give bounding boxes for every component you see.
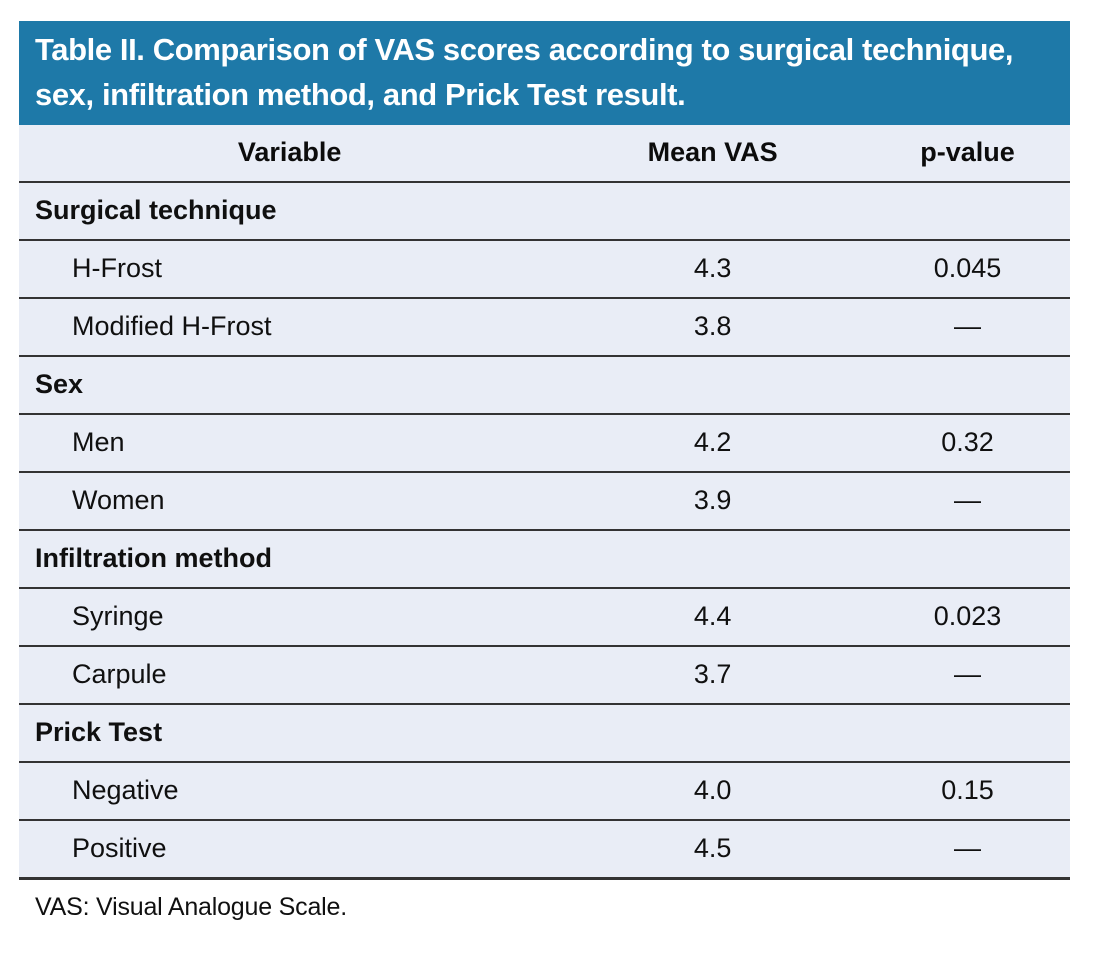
section-header-row: Infiltration method [19,529,1070,589]
p-value-cell: 0.023 [865,587,1070,647]
mean-vas-cell: 4.0 [560,761,866,821]
table-row: Men 4.2 0.32 [19,413,1070,473]
table-row: H-Frost 4.3 0.045 [19,239,1070,299]
mean-vas-cell: 3.9 [560,471,866,531]
p-value-cell: — [865,471,1070,531]
table-figure: Table II. Comparison of VAS scores accor… [19,21,1070,922]
mean-vas-cell: 4.2 [560,413,866,473]
column-header-p-value: p-value [865,124,1070,183]
p-value-cell: 0.045 [865,239,1070,299]
variable-cell: Men [19,413,561,473]
section-header-row: Prick Test [19,703,1070,763]
section-label: Sex [19,355,1070,415]
p-value-cell: — [865,297,1070,357]
mean-vas-cell: 3.8 [560,297,866,357]
variable-cell: Positive [19,819,561,880]
column-header-row: Variable Mean VAS p-value [19,124,1070,183]
section-header-row: Sex [19,355,1070,415]
mean-vas-cell: 4.5 [560,819,866,880]
table-title: Table II. Comparison of VAS scores accor… [19,21,1070,125]
section-label: Surgical technique [19,181,1070,241]
section-header-row: Surgical technique [19,181,1070,241]
table-row: Carpule 3.7— [19,645,1070,705]
table-row: Modified H-Frost 3.8— [19,297,1070,357]
mean-vas-cell: 4.3 [560,239,866,299]
variable-cell: Syringe [19,587,561,647]
table-row: Syringe 4.4 0.023 [19,587,1070,647]
p-value-cell: — [865,819,1070,880]
table-row: Negative 4.0 0.15 [19,761,1070,821]
variable-cell: Women [19,471,561,531]
section-label: Prick Test [19,703,1070,763]
table-row: Positive 4.5— [19,819,1070,880]
table-footnote: VAS: Visual Analogue Scale. [35,892,347,921]
variable-cell: Carpule [19,645,561,705]
vas-comparison-table: Variable Mean VAS p-value Surgical techn… [19,124,1070,880]
column-header-mean-vas: Mean VAS [560,124,866,183]
column-header-variable: Variable [19,124,561,183]
table-body: Surgical technique H-Frost 4.3 0.045 Modifie… [19,181,1070,880]
p-value-cell: — [865,645,1070,705]
p-value-cell: 0.32 [865,413,1070,473]
mean-vas-cell: 4.4 [560,587,866,647]
variable-cell: Modified H-Frost [19,297,561,357]
mean-vas-cell: 3.7 [560,645,866,705]
table-row: Women 3.9— [19,471,1070,531]
variable-cell: H-Frost [19,239,561,299]
p-value-cell: 0.15 [865,761,1070,821]
section-label: Infiltration method [19,529,1070,589]
variable-cell: Negative [19,761,561,821]
